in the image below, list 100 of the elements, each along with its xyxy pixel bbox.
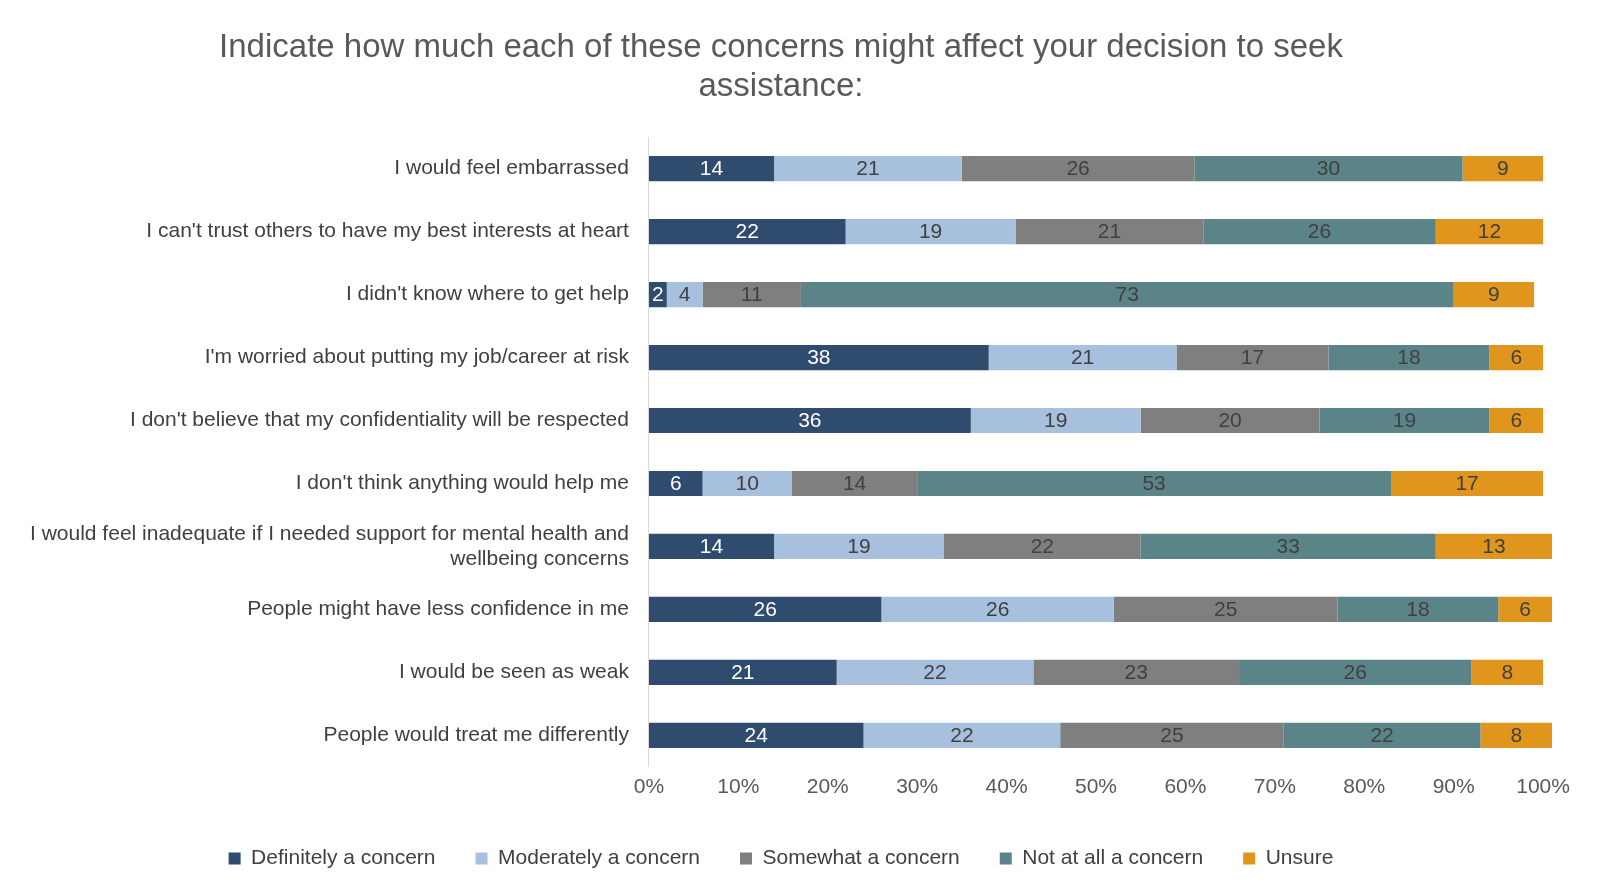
data-label: 19 (1392, 408, 1417, 432)
bar (1435, 219, 1544, 245)
bar (1283, 722, 1481, 748)
data-label: 36 (798, 408, 822, 432)
data-label: 26 (1343, 660, 1367, 684)
bar (648, 722, 864, 748)
bar (648, 533, 775, 560)
data-label: 18 (1397, 345, 1421, 369)
bar (666, 282, 703, 308)
bar (988, 344, 1177, 371)
data-label: 2 (652, 282, 664, 306)
data-label: 17 (1240, 345, 1265, 369)
data-label: 21 (1097, 219, 1122, 243)
y-tick-label: People would treat me differently (323, 722, 630, 746)
data-label: 17 (1455, 471, 1479, 495)
bar (648, 156, 775, 182)
data-label: 9 (1496, 156, 1509, 180)
data-label: 6 (669, 471, 682, 495)
bar (970, 407, 1141, 434)
bar (1033, 659, 1240, 685)
x-tick-label: 100% (1516, 774, 1570, 798)
data-label: 26 (753, 597, 777, 621)
data-label: 9 (1488, 282, 1500, 306)
bar (917, 470, 1392, 497)
bar (648, 596, 882, 622)
x-tick-label: 40% (985, 774, 1028, 798)
chart-title: Indicate how much each of these concerns might affect your decision to seek assistance: (219, 26, 1344, 104)
bar (1498, 596, 1552, 622)
bar (800, 282, 1454, 308)
data-label: 33 (1276, 534, 1300, 558)
legend-label: Definitely a concern (251, 845, 436, 869)
bar (648, 344, 989, 371)
data-label: 18 (1406, 597, 1430, 621)
x-tick-label: 60% (1164, 774, 1207, 798)
data-label: 23 (1124, 660, 1148, 684)
bar (845, 219, 1016, 245)
legend-label: Somewhat a concern (762, 845, 960, 869)
bar (648, 407, 971, 434)
bar (881, 596, 1114, 622)
bar (961, 156, 1195, 182)
x-tick-label: 20% (806, 774, 849, 798)
y-tick-label: I would feel embarrassed (394, 155, 629, 179)
bar (1471, 659, 1544, 685)
data-label: 22 (735, 219, 759, 243)
data-label: 6 (1510, 408, 1523, 432)
bar (1435, 533, 1552, 560)
bar (702, 282, 801, 308)
data-label: 19 (847, 534, 871, 558)
bar (1140, 407, 1320, 434)
data-label: 21 (856, 156, 880, 180)
bar (1319, 407, 1490, 434)
legend-label: Moderately a concern (498, 845, 700, 869)
data-label: 26 (985, 597, 1010, 621)
data-label: 14 (699, 156, 724, 180)
data-label: 21 (1070, 345, 1095, 369)
data-label: 12 (1477, 219, 1502, 243)
data-label: 25 (1213, 597, 1238, 621)
x-tick-label: 30% (896, 774, 939, 798)
bar (1489, 407, 1544, 434)
data-label: 30 (1316, 156, 1341, 180)
data-label: 73 (1115, 282, 1139, 306)
bar (774, 156, 962, 182)
data-label: 21 (731, 660, 755, 684)
bar (1015, 219, 1204, 245)
data-label: 6 (1519, 597, 1532, 621)
bar (1391, 470, 1544, 497)
data-label: 8 (1501, 660, 1514, 684)
bar (943, 533, 1141, 560)
bar (1239, 659, 1472, 685)
bar (1203, 219, 1436, 245)
data-label: 53 (1142, 471, 1166, 495)
bar (791, 470, 918, 497)
y-tick-label: I didn't know where to get help (345, 281, 629, 305)
bar (1337, 596, 1499, 622)
bar (1328, 344, 1490, 371)
data-label: 19 (918, 219, 943, 243)
data-label: 22 (923, 660, 947, 684)
x-tick-label: 0% (633, 774, 665, 798)
x-tick-label: 50% (1074, 774, 1118, 798)
data-label: 22 (950, 723, 974, 747)
data-label: 10 (735, 471, 759, 495)
data-label: 22 (1030, 534, 1055, 558)
data-label: 8 (1510, 723, 1523, 747)
x-tick-label: 70% (1253, 774, 1296, 798)
bar (1453, 282, 1535, 308)
bar (1176, 344, 1329, 371)
bar (702, 470, 792, 497)
y-tick-label: I would be seen as weak (398, 659, 630, 683)
y-tick-label: I don't think anything would help me (295, 470, 629, 494)
bar (1489, 344, 1544, 371)
legend-label: Unsure (1265, 845, 1334, 869)
bar (774, 533, 944, 560)
data-label: 4 (678, 282, 691, 306)
y-tick-label: I'm worried about putting my job/career at risk (204, 344, 630, 368)
data-label: 14 (842, 471, 867, 495)
legend-label: Not at all a concern (1022, 845, 1204, 869)
bar (1140, 533, 1436, 560)
data-label: 25 (1160, 723, 1184, 747)
y-tick-label: People might have less confidence in me (247, 596, 629, 620)
bar (648, 470, 703, 497)
